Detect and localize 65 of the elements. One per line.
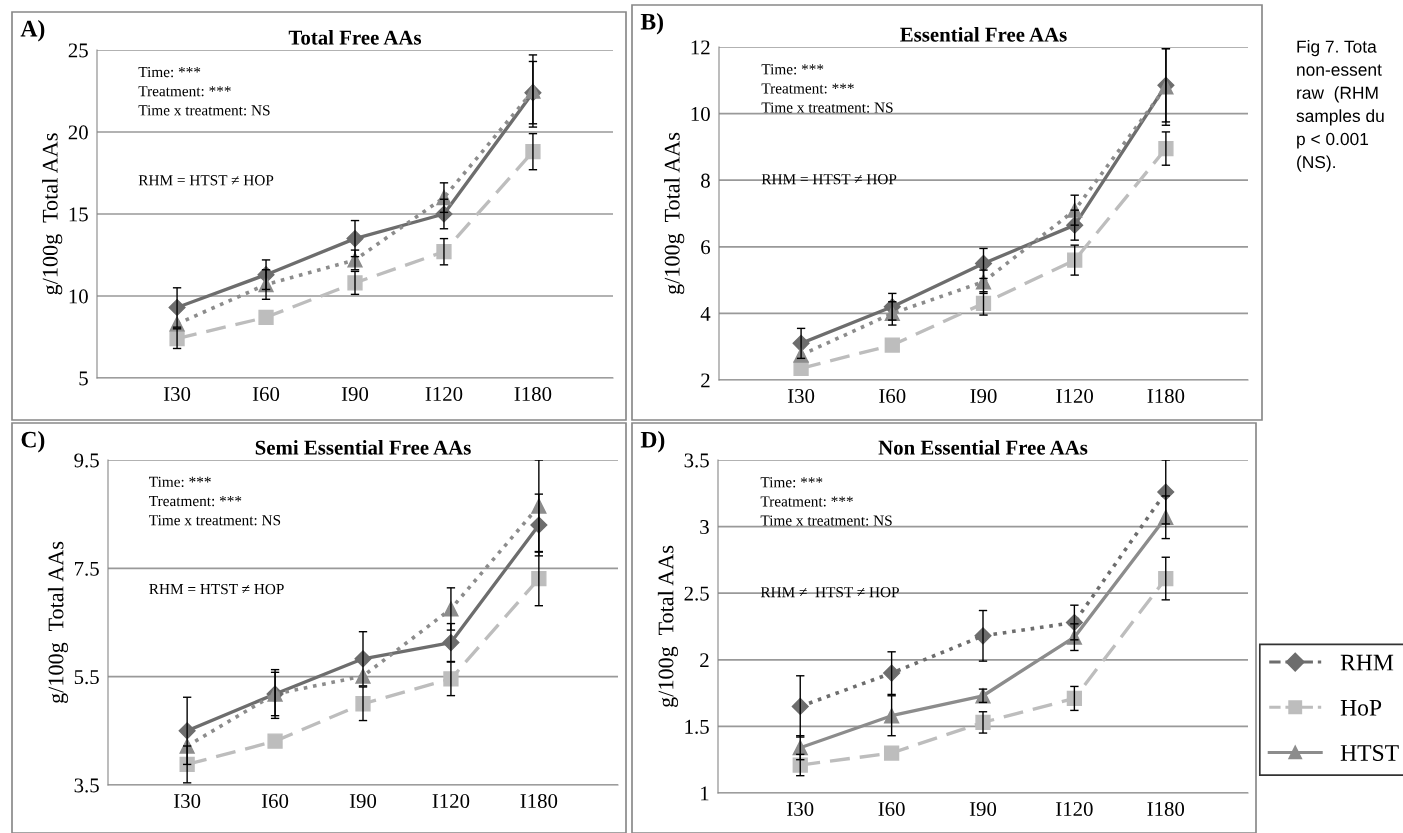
x-tick-label: I180 [1147,388,1185,403]
y-tick-label: 10 [69,289,88,304]
text: B) [640,13,663,35]
legend-label: HTST [1340,745,1399,761]
chart-title: Essential Free AAs [900,26,1067,42]
y-tick-label: 2 [700,653,709,668]
annotation: RHM = HTST ≠ HOP [761,174,897,185]
x-tick-label: I90 [349,793,377,808]
x-tick-label: I60 [252,386,280,401]
y-tick-label: 3.5 [74,778,99,793]
x-tick-label: I180 [1147,801,1185,816]
x-tick-label: I120 [425,386,463,401]
x-tick-label: I180 [514,386,552,401]
annotation: RHM ≠ HTST ≠ HOP [760,587,899,598]
y-tick-label: 4 [700,306,711,321]
x-tick-label: I120 [432,793,470,808]
y-tick-label: 8 [701,173,710,188]
text: Time: *** Treatment: *** Time x treatment: NS [149,476,281,526]
annotation: RHM = HTST ≠ HOP [149,583,284,595]
y-tick-label: 2 [701,373,710,388]
x-tick-label: I30 [787,801,814,816]
y-tick-label: 12 [691,40,710,55]
chart-title: Semi Essential Free AAs [255,439,471,455]
y-tick-label: 6 [701,240,711,255]
caption: Fig 7. Tota non-essent raw (RHM samples du p < 0.001 (NS). [1296,40,1384,172]
y-tick-label: 10 [691,106,710,122]
y-tick-label: 3 [700,520,709,535]
x-tick-label: I120 [1056,801,1093,816]
y-tick-label: 15 [69,207,88,222]
text: C) [21,431,45,453]
x-tick-label: I30 [787,388,815,403]
y-tick-label: 7.5 [75,561,99,576]
text: Time: *** Treatment: *** Time x treatment: NS [760,477,892,526]
annotation: RHM = HTST ≠ HOP [138,175,274,186]
y-axis-title: g/100g Total AAs [47,541,69,703]
x-tick-label: I120 [1056,388,1094,403]
chart-title: Total Free AAs [288,29,422,45]
x-tick-label: I90 [969,801,997,816]
y-tick-label: 1 [701,786,709,801]
text: Time: *** Treatment: *** Time x treatment: NS [138,66,270,116]
y-tick-label: 9.5 [74,453,99,468]
x-tick-label: I60 [878,801,905,816]
x-tick-label: I60 [879,388,906,403]
legend-label: HoP [1340,700,1382,716]
text: D) [640,431,665,453]
x-tick-label: I30 [163,386,191,401]
text: Time: *** Treatment: *** Time x treatment: NS [761,64,893,113]
y-tick-label: 1.5 [685,719,709,734]
x-tick-label: I90 [341,386,369,401]
legend-label: RHM [1340,654,1394,671]
y-tick-label: 5.5 [74,670,99,685]
y-tick-label: 5 [79,371,88,386]
x-tick-label: I30 [174,793,201,808]
x-tick-label: I180 [520,793,558,808]
y-axis-title: g/100g Total AAs [657,545,679,707]
x-tick-label: I60 [261,793,289,808]
text: A) [20,20,45,42]
y-axis-title: g/100g Total AAs [42,133,63,295]
y-tick-label: 25 [68,43,88,58]
x-tick-label: I90 [970,388,997,403]
y-tick-label: 20 [68,125,88,140]
y-axis-title: g/100g Total AAs [664,132,685,294]
y-tick-label: 2.5 [684,586,709,601]
chart-title: Non Essential Free AAs [878,439,1088,455]
y-tick-label: 3.5 [684,453,709,468]
